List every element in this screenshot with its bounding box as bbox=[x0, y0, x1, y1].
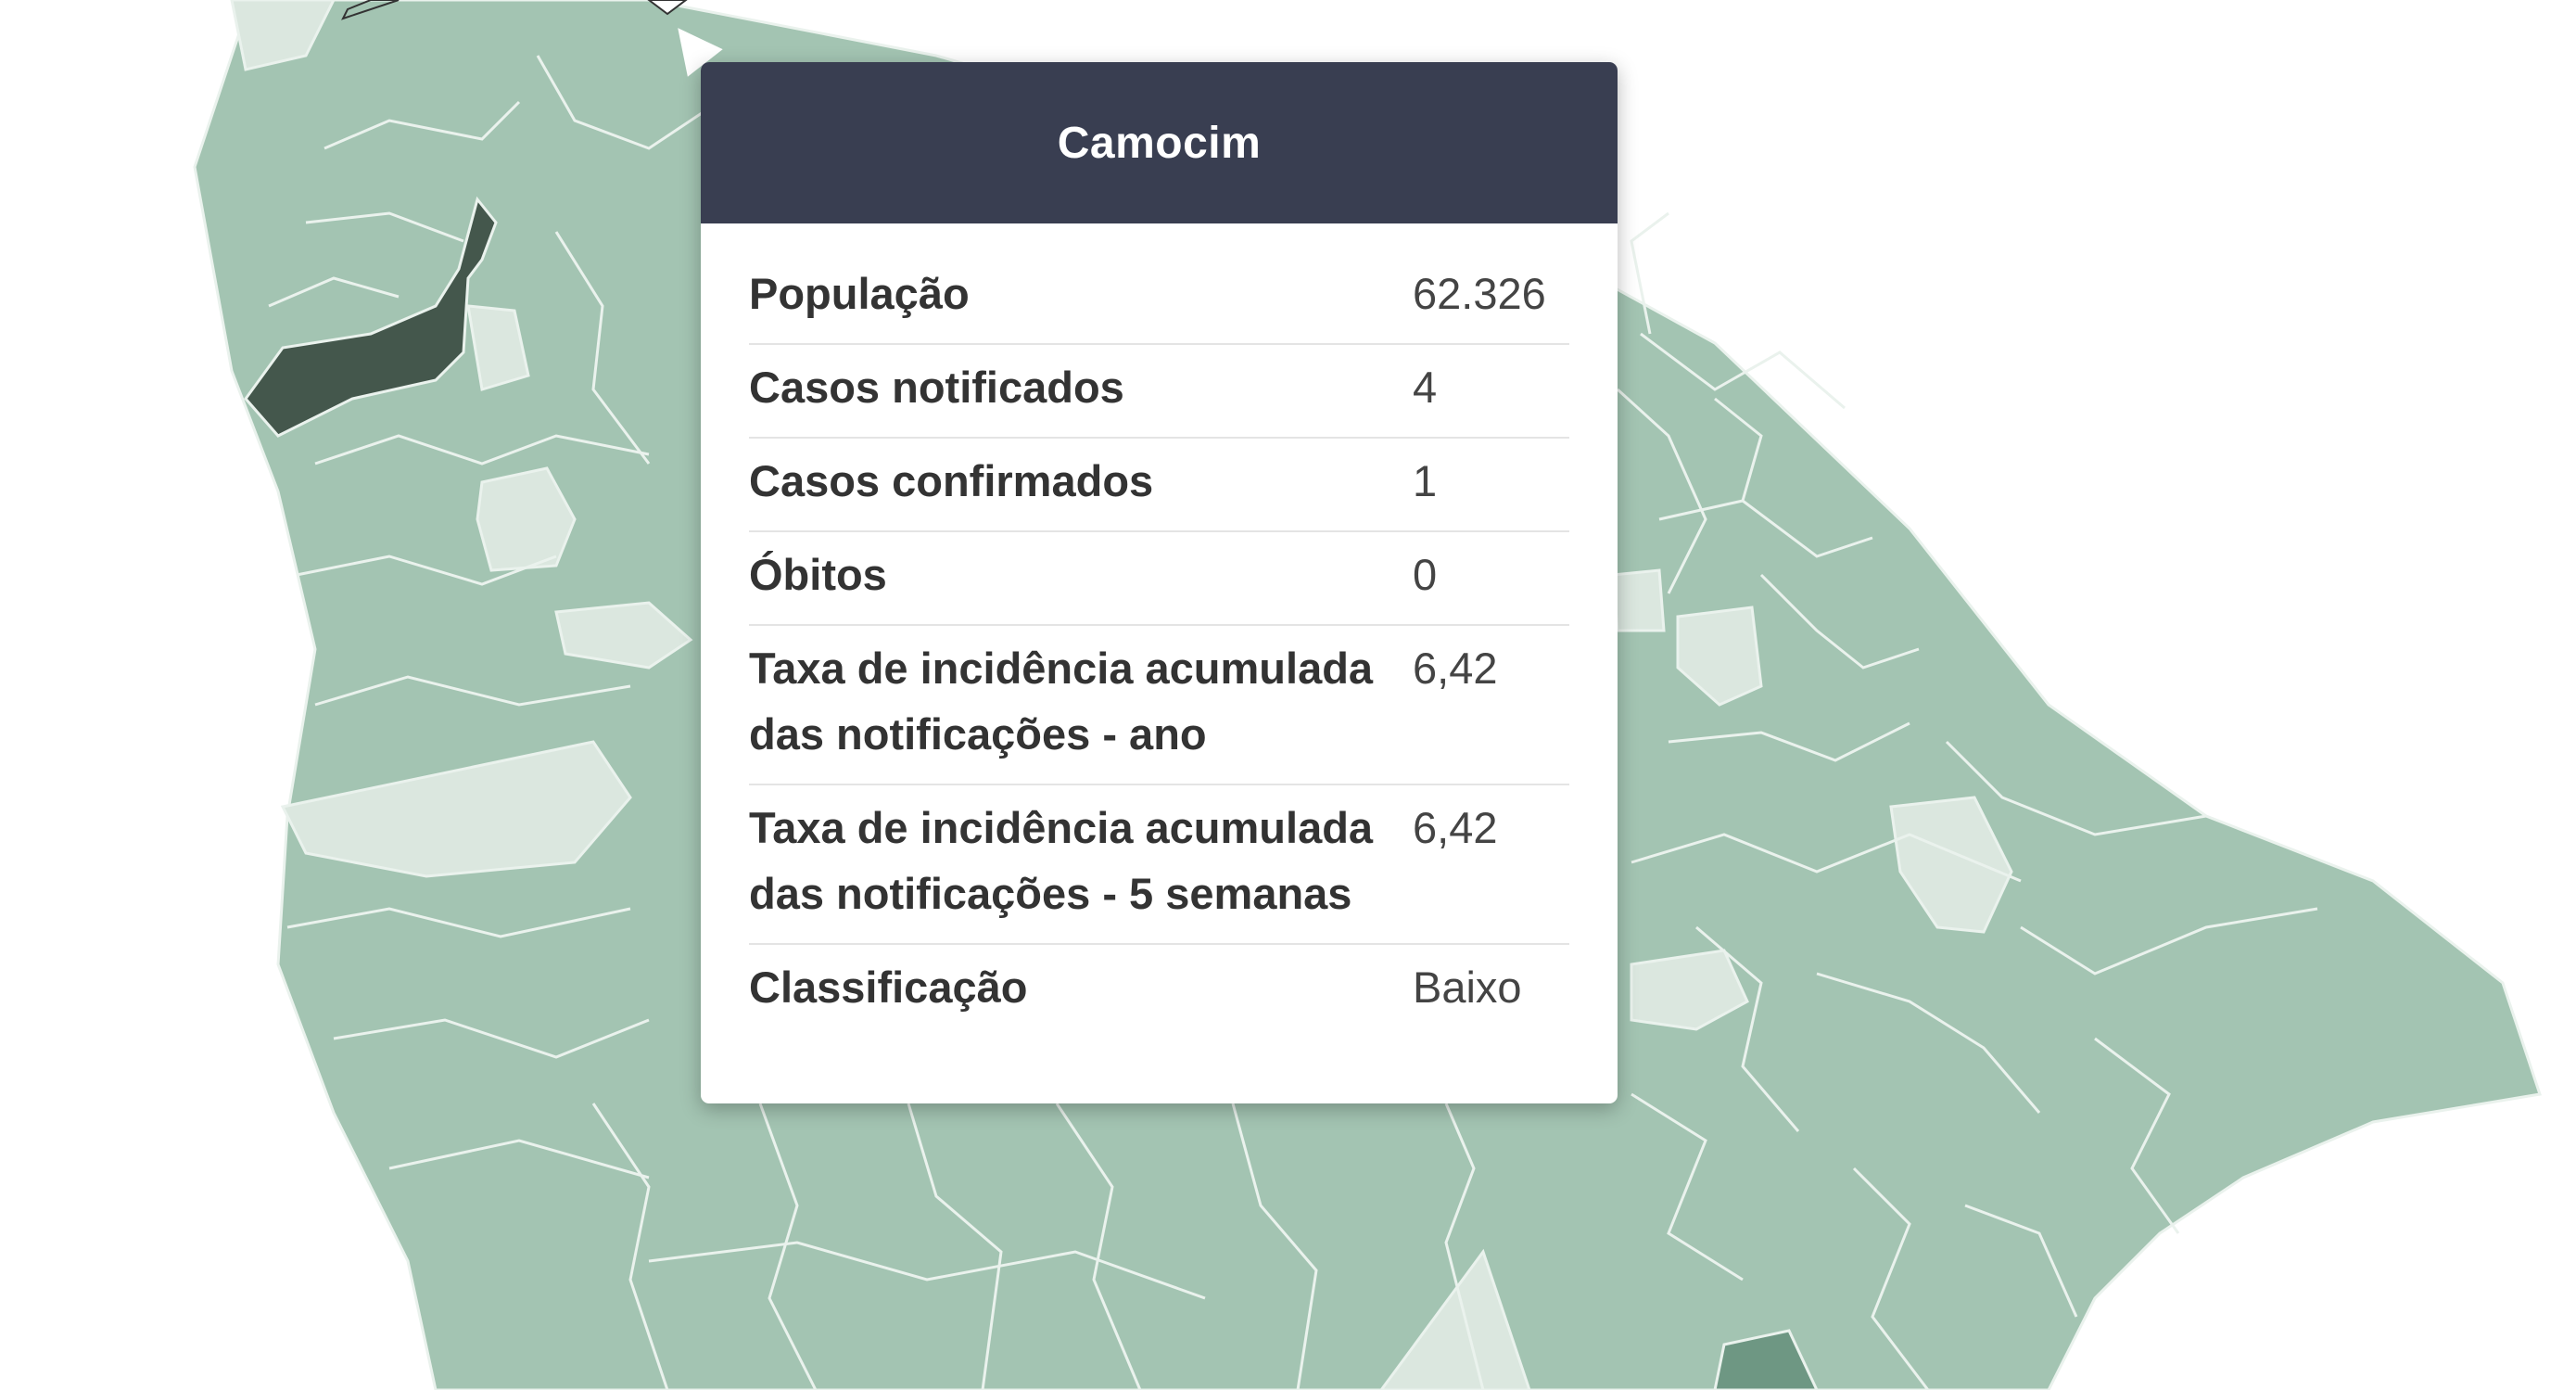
municipality-camocim[interactable] bbox=[244, 196, 498, 438]
row-label: Taxa de incidência acumulada das notific… bbox=[749, 803, 1374, 918]
coastal-outline bbox=[341, 0, 400, 20]
municipality-light[interactable] bbox=[476, 466, 577, 572]
tooltip-row-casos-notificados: Casos notificados 4 bbox=[749, 345, 1569, 439]
municipality-light[interactable] bbox=[466, 304, 530, 391]
row-value: 6,42 bbox=[1413, 644, 1498, 693]
municipality-light[interactable] bbox=[1676, 606, 1763, 707]
row-label: Casos confirmados bbox=[749, 456, 1154, 505]
municipality-light[interactable] bbox=[1630, 949, 1749, 1031]
tooltip-title: Camocim bbox=[701, 62, 1618, 223]
row-label: População bbox=[749, 269, 970, 318]
tooltip-body: População 62.326 Casos notificados 4 Cas… bbox=[701, 223, 1618, 1037]
municipality-tooltip: Camocim População 62.326 Casos notificad… bbox=[701, 62, 1618, 1103]
row-value: 4 bbox=[1413, 363, 1438, 412]
row-label: Óbitos bbox=[749, 550, 887, 599]
municipality-light[interactable] bbox=[1889, 796, 2013, 934]
municipality-medium[interactable] bbox=[1713, 1329, 1819, 1390]
row-label: Casos notificados bbox=[749, 363, 1124, 412]
tooltip-row-populacao: População 62.326 bbox=[749, 251, 1569, 345]
tooltip-row-classificacao: Classificação Baixo bbox=[749, 945, 1569, 1037]
row-value: 0 bbox=[1413, 550, 1438, 599]
tooltip-row-casos-confirmados: Casos confirmados 1 bbox=[749, 439, 1569, 532]
row-value: 6,42 bbox=[1413, 803, 1498, 852]
row-value: 1 bbox=[1413, 456, 1438, 505]
municipality-light[interactable] bbox=[1611, 568, 1666, 632]
row-value: 62.326 bbox=[1413, 269, 1546, 318]
tooltip-row-taxa-ano: Taxa de incidência acumulada das notific… bbox=[749, 626, 1569, 785]
row-label: Taxa de incidência acumulada das notific… bbox=[749, 644, 1374, 759]
municipality-light[interactable] bbox=[554, 601, 693, 669]
tooltip-row-taxa-5-semanas: Taxa de incidência acumulada das notific… bbox=[749, 785, 1569, 945]
municipality-light[interactable] bbox=[280, 740, 632, 878]
row-value: Baixo bbox=[1413, 963, 1522, 1012]
coastal-outline bbox=[647, 0, 688, 16]
municipality-light[interactable] bbox=[230, 0, 336, 71]
tooltip-row-obitos: Óbitos 0 bbox=[749, 532, 1569, 626]
row-label: Classificação bbox=[749, 963, 1028, 1012]
municipality-light[interactable] bbox=[1379, 1248, 1531, 1390]
municipality-borders bbox=[268, 55, 2318, 1390]
